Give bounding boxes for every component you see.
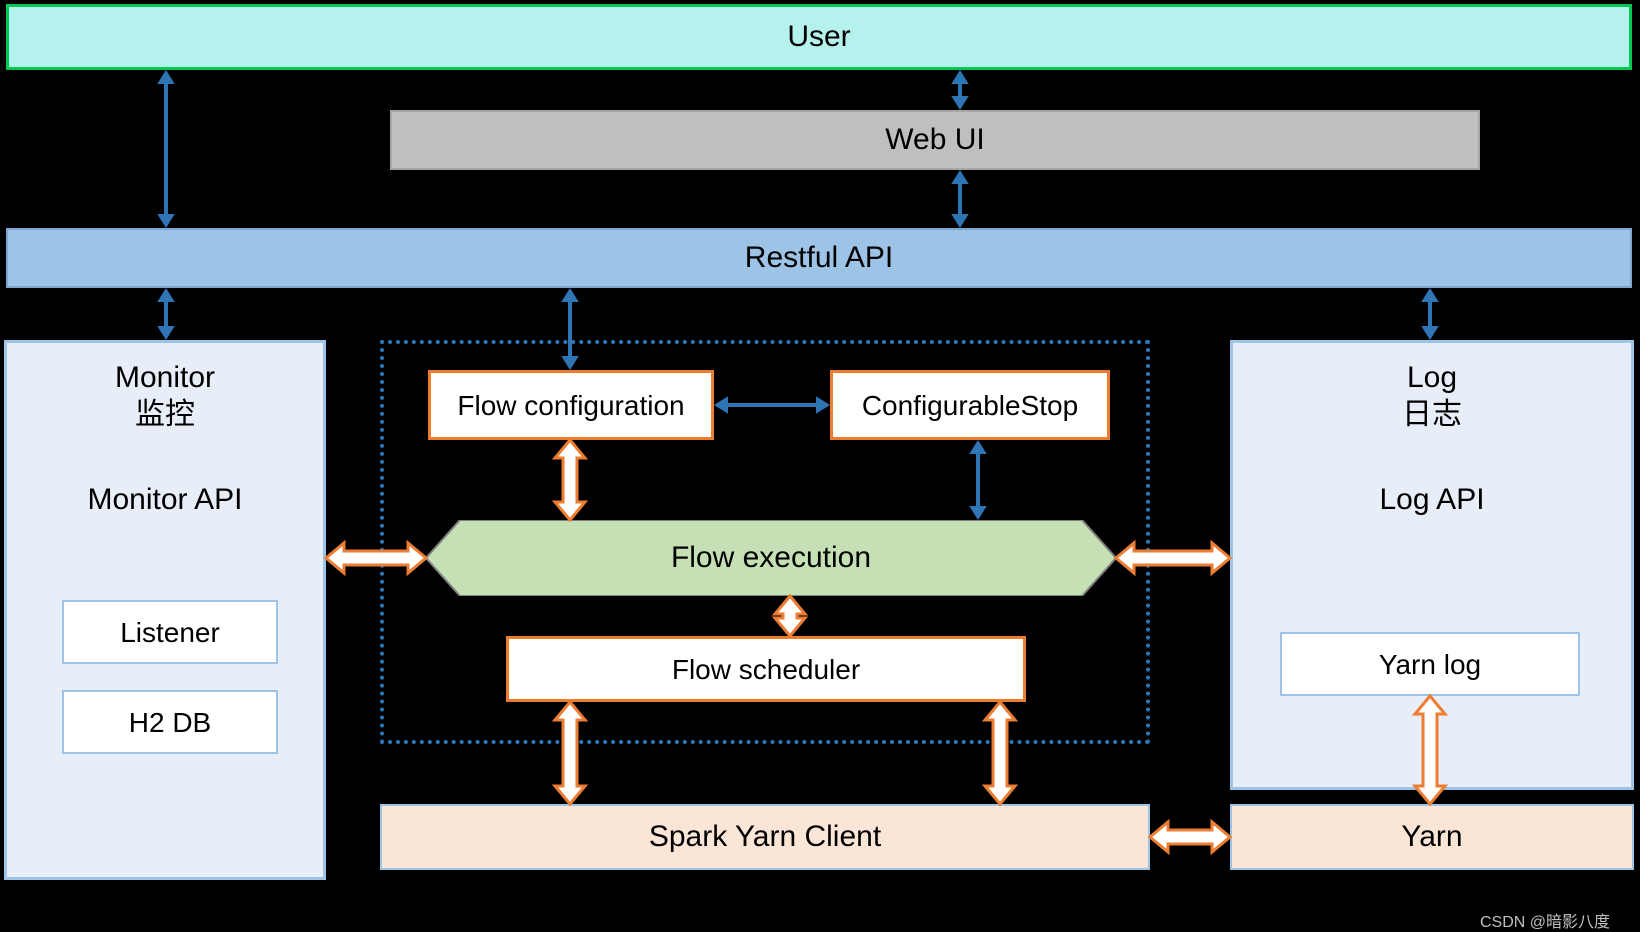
monitor-api-label: Monitor API: [4, 480, 326, 520]
node-yarn: Yarn: [1230, 804, 1634, 870]
log-title: Log 日志: [1230, 356, 1634, 436]
node-user: User: [6, 4, 1632, 70]
arrow-webui-restful: [951, 170, 969, 228]
node-flow-exec: Flow execution: [426, 520, 1116, 596]
arrow-user-monitor: [157, 70, 175, 228]
node-listener: Listener: [62, 600, 278, 664]
log-title-line1: Log: [1407, 359, 1457, 397]
arrow-restful-monitor: [157, 288, 175, 340]
node-restful-label: Restful API: [745, 239, 893, 277]
node-yarn-log: Yarn log: [1280, 632, 1580, 696]
monitor-title: Monitor 监控: [4, 356, 326, 436]
node-flow-config: Flow configuration: [428, 370, 714, 440]
node-webui-label: Web UI: [885, 121, 984, 159]
diagram-stage: User Web UI Restful API Monitor 监控 Monit…: [0, 0, 1640, 932]
node-h2db: H2 DB: [62, 690, 278, 754]
node-restful: Restful API: [6, 228, 1632, 288]
log-title-line2: 日志: [1402, 396, 1462, 434]
arrow-user-webui: [951, 70, 969, 110]
node-webui: Web UI: [390, 110, 1480, 170]
arrow-restful-log: [1421, 288, 1439, 340]
node-config-stop: ConfigurableStop: [830, 370, 1110, 440]
monitor-title-line2: 监控: [135, 396, 195, 434]
log-api-label: Log API: [1230, 480, 1634, 520]
arrow-spark-yarn: [1150, 822, 1230, 852]
node-flow-sched: Flow scheduler: [506, 636, 1026, 702]
node-spark-client: Spark Yarn Client: [380, 804, 1150, 870]
watermark: CSDN @暗影八度: [1480, 908, 1610, 932]
node-user-label: User: [787, 18, 850, 56]
monitor-title-line1: Monitor: [115, 359, 215, 397]
